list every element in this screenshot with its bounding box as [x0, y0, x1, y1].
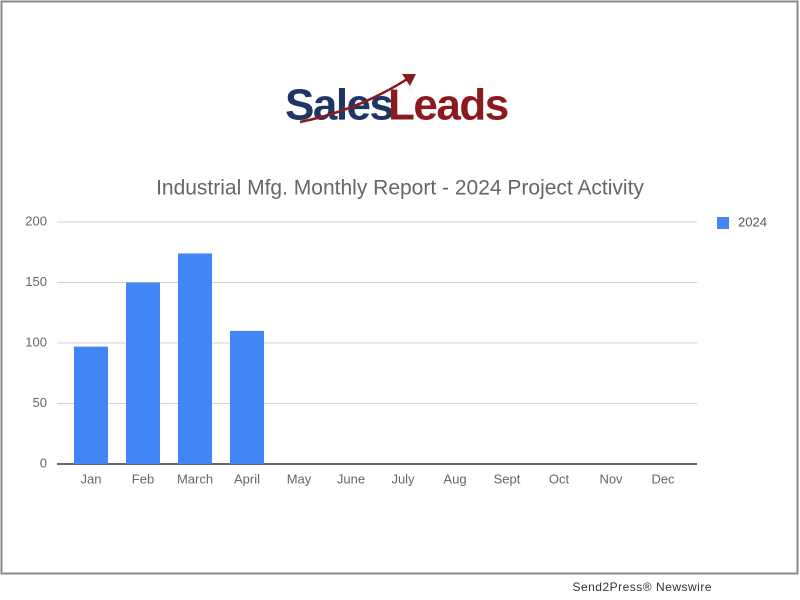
bar [74, 346, 108, 464]
x-tick-label: Dec [651, 471, 675, 486]
legend-label: 2024 [738, 214, 767, 229]
x-tick-label: Oct [549, 471, 570, 486]
x-tick-label: Nov [599, 471, 623, 486]
y-tick-label: 200 [25, 213, 47, 228]
y-tick-label: 150 [25, 274, 47, 289]
logo-leads: Leads [388, 81, 508, 130]
y-tick-label: 50 [33, 395, 47, 410]
bar [230, 330, 264, 464]
x-tick-label: March [177, 471, 213, 486]
x-tick-label: April [234, 471, 260, 486]
footer-credit: Send2Press® Newswire [572, 580, 712, 594]
x-tick-label: June [337, 471, 365, 486]
x-tick-label: Aug [443, 471, 466, 486]
x-tick-label: Jan [81, 471, 102, 486]
logo-arrowhead [402, 74, 416, 86]
logo-arrow [299, 74, 413, 124]
x-tick-label: Feb [132, 471, 154, 486]
x-tick-label: July [391, 471, 415, 486]
legend-swatch [717, 217, 729, 229]
bar [126, 282, 160, 464]
x-tick-label: Sept [494, 471, 521, 486]
bar [178, 253, 212, 464]
x-tick-label: May [287, 471, 312, 486]
y-tick-label: 0 [40, 455, 47, 470]
chart-title: Industrial Mfg. Monthly Report - 2024 Pr… [156, 177, 644, 200]
y-tick-label: 100 [25, 334, 47, 349]
